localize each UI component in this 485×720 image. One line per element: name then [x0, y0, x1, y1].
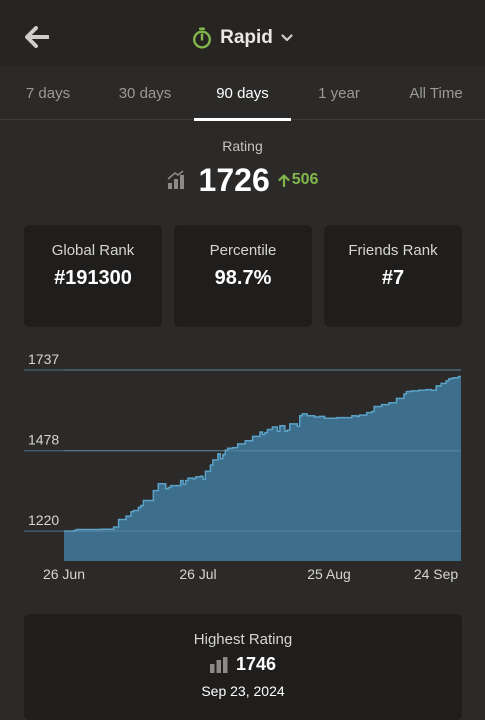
page-title: Rapid	[220, 27, 273, 48]
x-tick-label: 26 Jun	[43, 566, 85, 582]
rating-trend-icon	[167, 170, 184, 189]
highest-rating-card: Highest Rating 1746 Sep 23, 2024	[24, 614, 462, 720]
top-bar: Rapid	[0, 0, 485, 66]
percentile-card[interactable]: Percentile 98.7%	[174, 225, 312, 327]
stat-label: Global Rank	[51, 242, 135, 259]
x-tick-label: 25 Aug	[307, 566, 351, 582]
x-tick-label: 26 Jul	[179, 566, 216, 582]
stopwatch-icon	[193, 27, 212, 49]
rating-row: 1726 506	[0, 160, 485, 200]
rating-label: Rating	[222, 138, 263, 154]
stat-label: Percentile	[209, 242, 277, 259]
stat-value: #191300	[54, 267, 132, 289]
tab-30-days[interactable]: 30 days	[118, 84, 172, 102]
stat-label: Friends Rank	[348, 242, 438, 259]
tab-7-days[interactable]: 7 days	[25, 84, 71, 102]
arrow-up-icon	[278, 173, 290, 187]
tab-1-year[interactable]: 1 year	[318, 84, 360, 102]
back-button[interactable]	[22, 22, 52, 52]
highest-rating-label: Highest Rating	[193, 631, 293, 648]
stat-value: #7	[381, 267, 405, 289]
y-tick-label: 1737	[28, 351, 59, 367]
rating-chart-svg: 1737 1478 1220 26 Jun 26 Jul 25 Aug 24 Sep	[24, 351, 461, 582]
active-tab-indicator	[194, 118, 291, 121]
global-rank-card[interactable]: Global Rank #191300	[24, 225, 162, 327]
time-range-tabs: 7 days 30 days 90 days 1 year All Time	[0, 66, 485, 121]
arrow-left-icon	[25, 26, 49, 48]
rating-delta: 506	[278, 171, 318, 189]
rating-line	[64, 375, 461, 532]
chevron-down-icon	[281, 34, 293, 42]
stat-value: 98.7%	[214, 267, 272, 289]
highest-rating-date: Sep 23, 2024	[201, 683, 285, 699]
y-tick-label: 1220	[28, 512, 59, 528]
bar-chart-icon	[209, 656, 228, 673]
highest-rating-value: 1746	[235, 654, 277, 674]
rating-value: 1726	[198, 161, 270, 198]
rating-area	[64, 376, 461, 561]
y-tick-label: 1478	[28, 432, 59, 448]
highest-rating-row: 1746	[24, 654, 462, 675]
tab-all-time[interactable]: All Time	[409, 84, 463, 102]
x-tick-label: 24 Sep	[414, 566, 459, 582]
friends-rank-card[interactable]: Friends Rank #7	[324, 225, 462, 327]
game-mode-selector[interactable]: Rapid	[0, 22, 485, 54]
tab-90-days[interactable]: 90 days	[194, 66, 291, 121]
rating-chart[interactable]: 1737 1478 1220 26 Jun 26 Jul 25 Aug 24 Sep	[0, 350, 485, 590]
